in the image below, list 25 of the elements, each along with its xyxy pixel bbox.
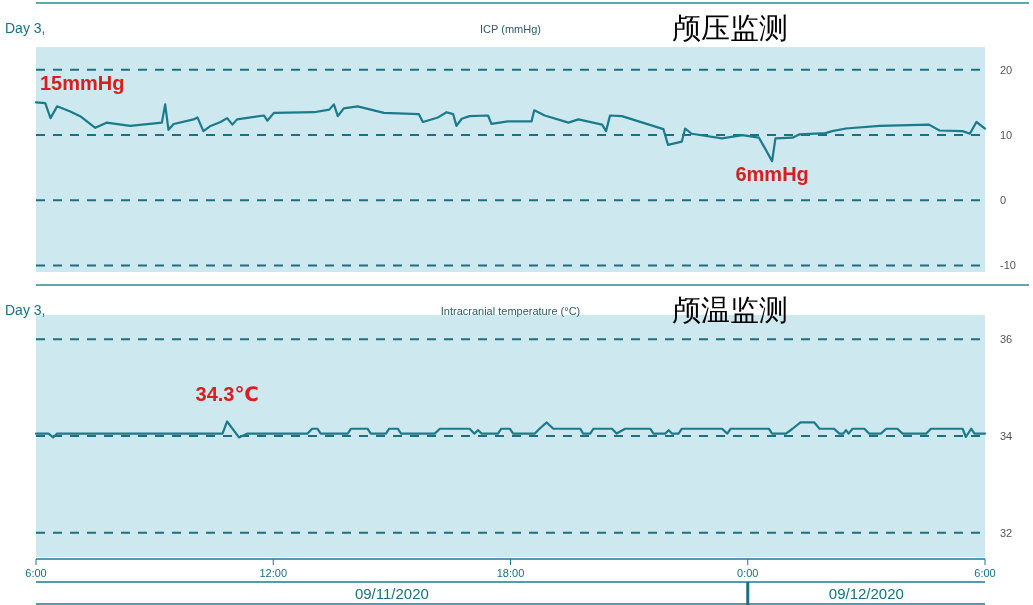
x-tick-label: 18:00 [496,567,525,579]
annotation: Day 3, [5,302,46,318]
chart-title: 颅温监测 [672,294,788,326]
annotation: 15mmHg [40,72,125,95]
y-tick-label: 0 [1000,194,1007,207]
y-tick-label: 20 [1000,63,1013,76]
chart-title: 颅压监测 [672,12,788,44]
x-tick-label: 6:00 [25,567,47,579]
x-tick-label: 0:00 [737,567,759,579]
chart-subtitle: ICP (mmHg) [480,23,541,35]
y-tick-label: 10 [1000,129,1013,142]
text: 09/12/2020 [828,585,904,602]
line-series [34,420,987,439]
x-tick-label: 6:00 [974,567,996,579]
text: Day 3, [5,20,46,36]
y-tick-label: 36 [1000,333,1013,346]
y-tick-label: 34 [1000,430,1013,442]
chart-subtitle: Intracranial temperature (°C) [440,305,581,317]
y-tick-label: -10 [1000,259,1016,272]
text: 09/11/2020 [354,585,429,602]
y-tick-label: 32 [1000,526,1013,539]
annotation: 34.3℃ [195,383,259,406]
line-series [34,101,987,163]
annotation: 6mmHg [735,163,809,186]
x-tick-label: 12:00 [259,567,288,579]
